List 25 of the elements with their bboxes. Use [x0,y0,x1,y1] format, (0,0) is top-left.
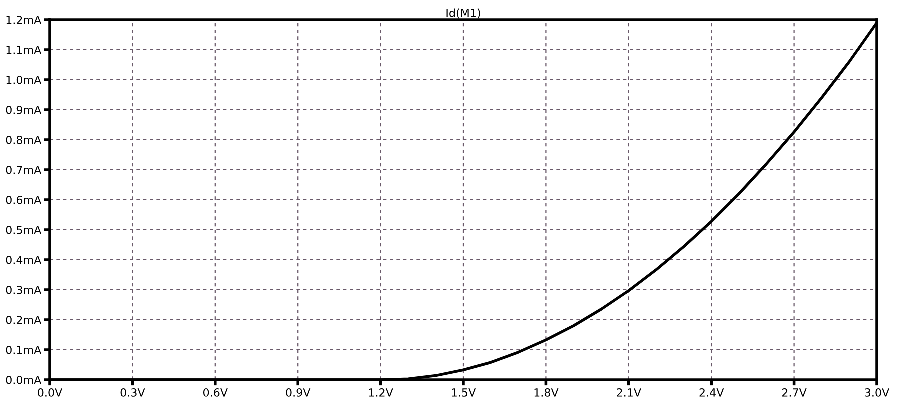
y-tick-label: 0.4mA [6,256,42,264]
x-tick-label: 1.2V [369,388,394,397]
y-tick-label: 0.2mA [6,316,42,324]
x-tick-label: 2.7V [782,388,807,397]
x-tick-label: 1.5V [452,388,476,397]
y-tick-label: 0.1mA [6,346,42,354]
y-tick-label: 1.1mA [6,46,42,54]
x-tick-label: 0.0V [38,388,63,397]
x-tick-label: 0.9V [286,388,311,397]
y-tick-label: 0.6mA [6,196,42,204]
y-tick-label: 1.2mA [6,16,42,24]
chart-title: Id(M1) [446,8,480,19]
x-tick-label: 1.8V [534,388,559,397]
x-tick-label: 0.6V [203,388,228,397]
x-tick-label: 0.3V [120,388,146,397]
y-tick-label: 0.3mA [6,286,42,294]
y-tick-label: 0.0mA [6,376,42,384]
y-tick-label: 0.5mA [6,226,42,234]
y-tick-label: 0.7mA [6,166,42,174]
y-tick-label: 1.0mA [6,76,42,84]
y-tick-label: 0.9mA [6,106,42,114]
x-tick-label: 3.0V [865,388,890,397]
x-tick-label: 2.4V [700,388,724,397]
y-tick-label: 0.8mA [6,136,42,144]
x-tick-label: 2.1V [617,388,642,397]
